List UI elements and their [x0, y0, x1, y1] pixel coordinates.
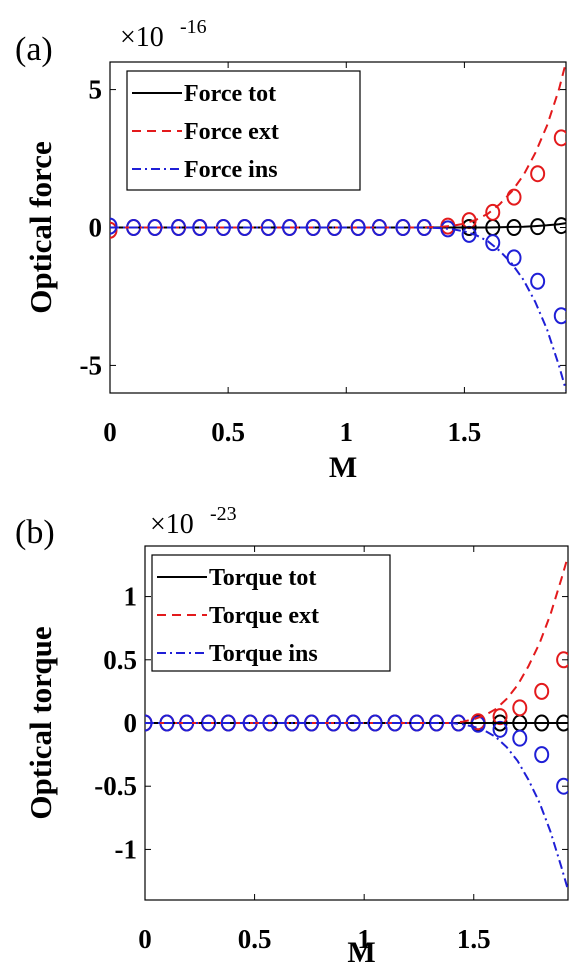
x-tick-label: 1 — [357, 924, 371, 954]
marker-point — [485, 234, 501, 252]
y-axis-label: Optical torque — [23, 626, 58, 819]
series-line-3 — [145, 722, 568, 891]
y-tick-label: -0.5 — [94, 771, 137, 801]
marker-point — [556, 777, 568, 795]
x-tick-label: 0.5 — [238, 924, 272, 954]
scale-multiplier: ×10 — [120, 22, 164, 53]
x-tick-label: 0.5 — [211, 417, 245, 447]
marker-point — [530, 272, 546, 290]
marker-point — [485, 203, 501, 221]
legend-label: Force ext — [184, 119, 279, 145]
y-tick-label: -1 — [115, 834, 138, 864]
marker-point — [553, 307, 566, 325]
y-tick-label: 1 — [124, 582, 138, 612]
x-tick-label: 1.5 — [457, 924, 491, 954]
marker-point — [530, 165, 546, 183]
data-layer — [110, 62, 566, 391]
y-tick-label: 0.5 — [103, 645, 137, 675]
series-line-3 — [110, 226, 566, 391]
y-tick-label: -5 — [80, 350, 103, 380]
x-tick-label: 0 — [103, 417, 117, 447]
legend-label: Torque ins — [209, 641, 318, 667]
legend-label: Torque ext — [209, 603, 319, 629]
x-tick-label: 1 — [340, 417, 354, 447]
marker-point — [512, 729, 528, 747]
data-layer — [145, 555, 568, 891]
scale-exponent: -23 — [210, 503, 237, 525]
marker-point — [492, 708, 508, 726]
y-tick-label: 0 — [89, 213, 103, 243]
legend-label: Force tot — [184, 81, 276, 107]
x-tick-label: 0 — [138, 924, 152, 954]
panel-b: (b) ×10 -23 0 0.5 1 1.5 1 0.5 0 -0.5 -1 M Optical tor… — [15, 503, 569, 967]
legend-box — [126, 70, 361, 191]
legend-label: Torque tot — [209, 565, 316, 591]
legend-box — [151, 554, 391, 672]
x-axis-label: M — [347, 936, 375, 967]
legend: Force tot Force ext Force ins — [126, 70, 361, 191]
marker-point — [492, 720, 508, 738]
scale-multiplier: ×10 — [150, 509, 194, 540]
marker-point — [534, 682, 550, 700]
legend-label: Force ins — [184, 157, 278, 183]
scale-exponent: -16 — [180, 16, 207, 38]
panel-label: (a) — [15, 31, 53, 68]
marker-point — [512, 699, 528, 717]
legend: Torque tot Torque ext Torque ins — [151, 554, 391, 672]
marker-point — [110, 217, 118, 235]
panel-a: (a) ×10 -16 0 0.5 1 1.5 5 0 -5 M Optical force Force… — [15, 16, 567, 484]
x-tick-label: 1.5 — [448, 417, 482, 447]
marker-point — [553, 129, 566, 147]
marker-point — [534, 746, 550, 764]
panel-label: (b) — [15, 514, 55, 551]
marker-point — [556, 651, 568, 669]
y-tick-label: 5 — [89, 75, 103, 105]
x-axis-label: M — [329, 451, 357, 484]
y-axis-label: Optical force — [23, 141, 58, 313]
y-tick-label: 0 — [124, 708, 138, 738]
